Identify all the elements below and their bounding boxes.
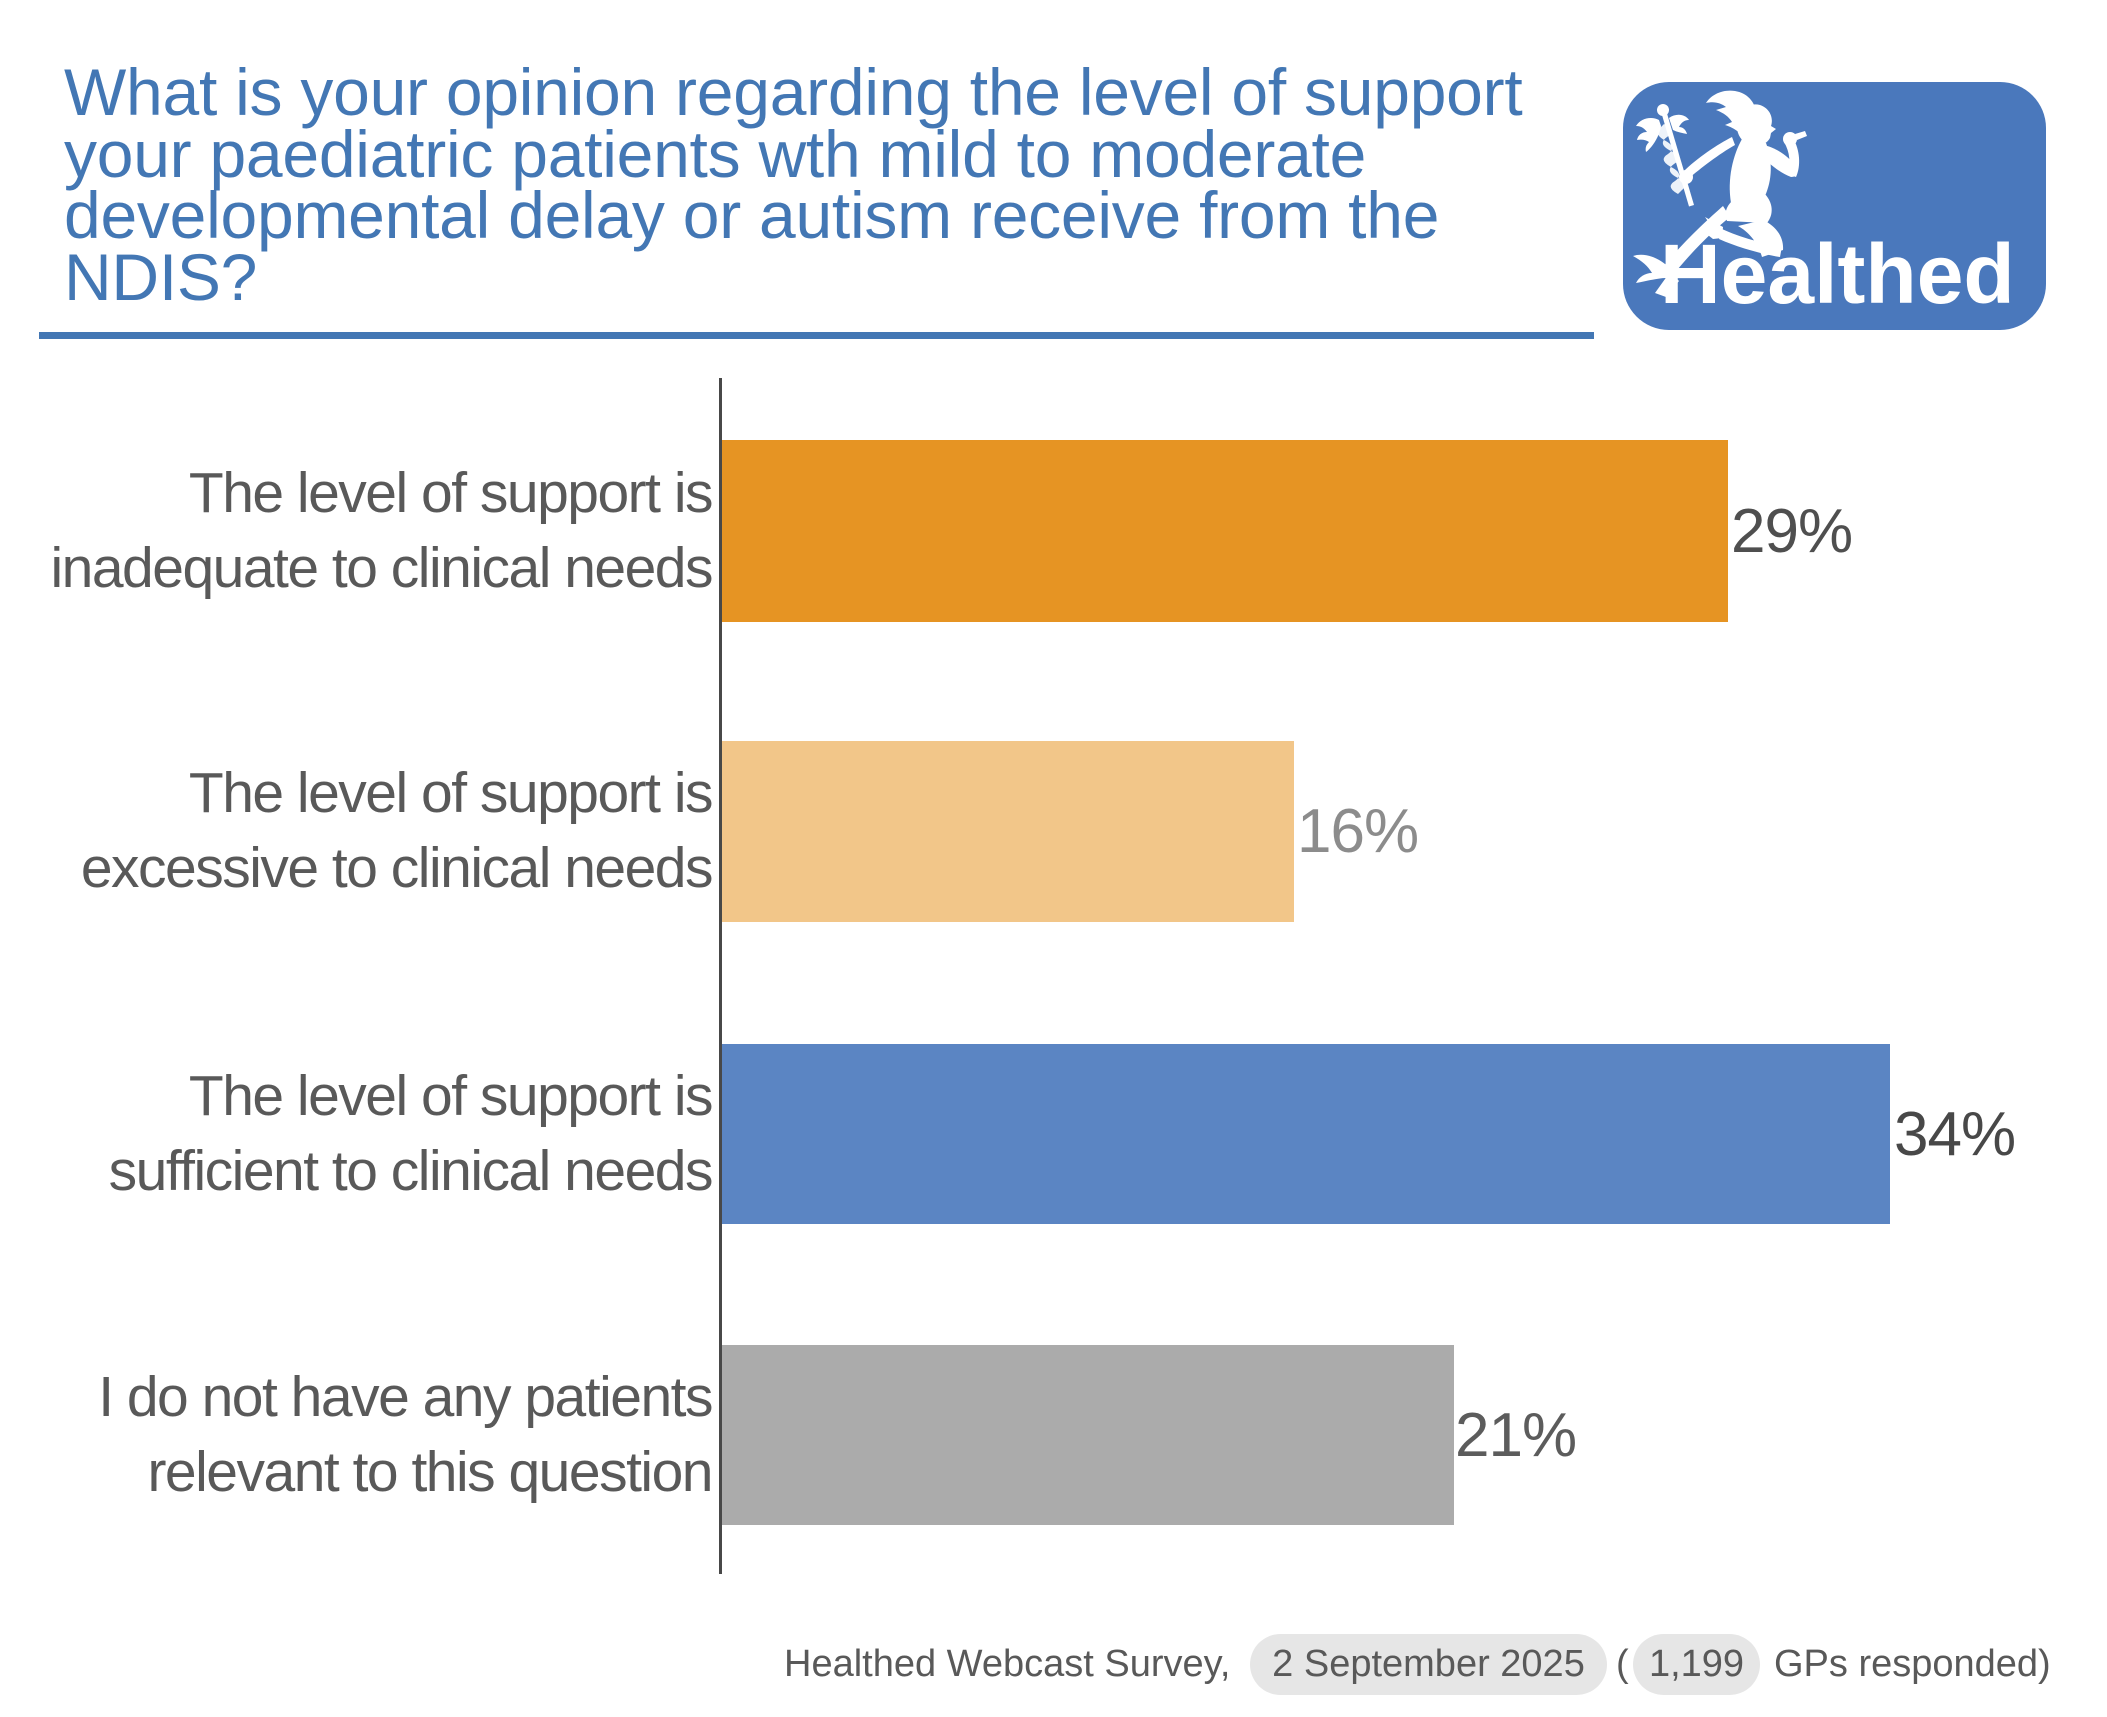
svg-text:Healthed: Healthed: [1660, 227, 2015, 321]
